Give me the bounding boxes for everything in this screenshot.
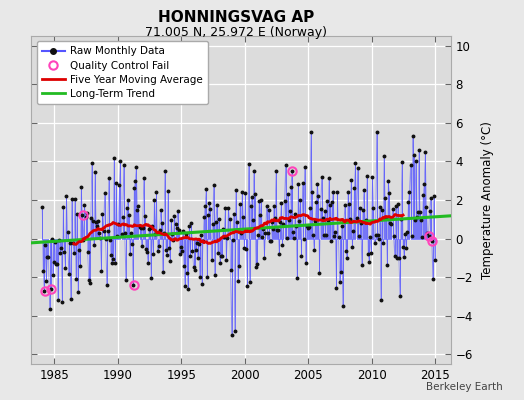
Text: 71.005 N, 25.972 E (Norway): 71.005 N, 25.972 E (Norway) xyxy=(145,26,327,39)
Legend: Raw Monthly Data, Quality Control Fail, Five Year Moving Average, Long-Term Tren: Raw Monthly Data, Quality Control Fail, … xyxy=(37,41,208,104)
Y-axis label: Temperature Anomaly (°C): Temperature Anomaly (°C) xyxy=(481,121,494,279)
Text: Berkeley Earth: Berkeley Earth xyxy=(427,382,503,392)
Text: HONNINGSVAG AP: HONNINGSVAG AP xyxy=(158,10,314,25)
